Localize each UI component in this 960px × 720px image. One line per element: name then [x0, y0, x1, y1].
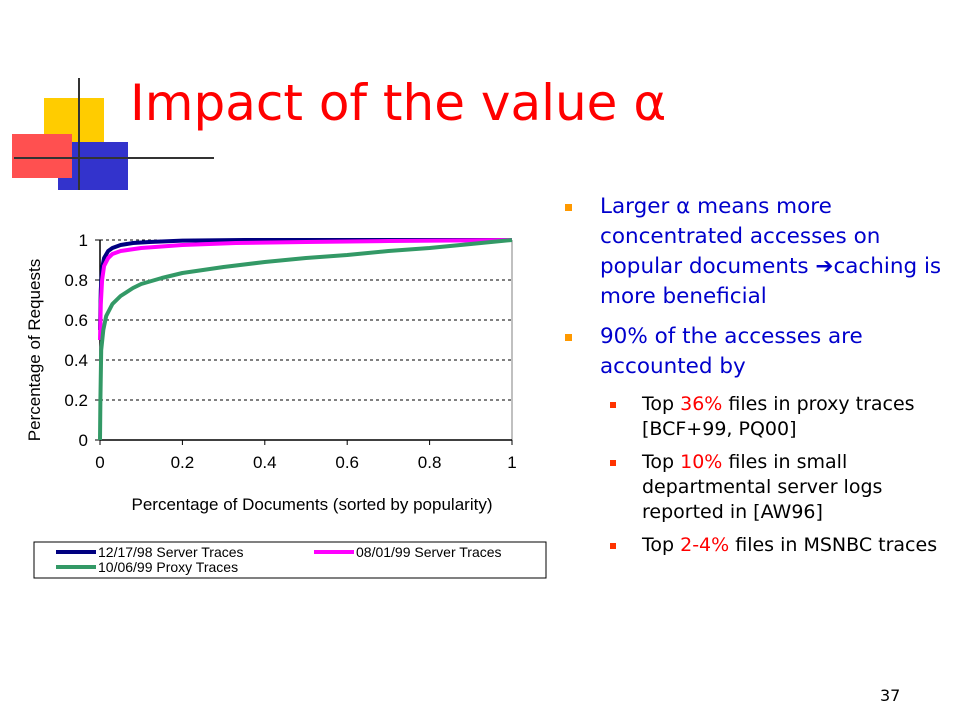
x-tick-label: 0: [95, 453, 104, 472]
sub-bullet-marker-icon: [610, 543, 616, 549]
slide-title: Impact of the value α: [130, 74, 667, 132]
bullet-text: caching is more beneficial: [600, 254, 942, 309]
sub-bullet-text: files in small departmental server logs …: [642, 451, 883, 523]
bullet-marker-icon: [565, 204, 572, 211]
sub-bullet-item: Top 2-4% files in MSNBC traces: [562, 533, 960, 558]
highlight-percent: 10%: [680, 451, 723, 473]
bullet-marker-icon: [565, 334, 572, 341]
slide-number: 37: [880, 686, 901, 705]
bullet-item: Larger α means more concentrated accesse…: [562, 192, 960, 312]
highlight-percent: 36%: [680, 393, 723, 415]
x-tick-label: 1: [507, 453, 516, 472]
series-line-1: [98, 238, 512, 331]
bullet-list: Larger α means more concentrated accesse…: [562, 192, 960, 566]
highlight-percent: 2-4%: [680, 534, 730, 556]
bullet-text: Larger α means more concentrated accesse…: [600, 194, 881, 279]
bullet-item: 90% of the accesses are accounted by: [562, 322, 960, 382]
y-tick-label: 0.6: [64, 311, 88, 330]
legend-label: 08/01/99 Server Traces: [356, 544, 502, 560]
legend-label: 10/06/99 Proxy Traces: [98, 559, 238, 575]
x-axis-title: Percentage of Documents (sorted by popul…: [132, 495, 493, 514]
bullet-text: 90% of the accesses are accounted by: [600, 324, 863, 379]
legend-box: [33, 541, 547, 579]
legend-label: 12/17/98 Server Traces: [98, 544, 244, 560]
y-tick-label: 0.2: [64, 391, 88, 410]
sub-bullet-text: files in MSNBC traces: [729, 534, 938, 556]
sub-bullet-marker-icon: [610, 402, 616, 408]
y-axis-title: Percentage of Requests: [25, 259, 44, 441]
decor-vertical-line: [78, 78, 80, 190]
y-tick-label: 0.8: [64, 271, 88, 290]
sub-bullet-marker-icon: [610, 460, 616, 466]
sub-bullet-text: Top: [642, 534, 681, 556]
sub-bullet-text: Top: [642, 451, 681, 473]
x-tick-label: 0.2: [171, 453, 195, 472]
decor-red-square: [12, 134, 72, 178]
x-tick-label: 0.4: [253, 453, 277, 472]
sub-bullet-item: Top 10% files in small departmental serv…: [562, 450, 960, 525]
x-tick-label: 0.8: [418, 453, 442, 472]
bullet-text: ➔: [815, 254, 834, 279]
series-line-3: [98, 238, 513, 441]
y-tick-label: 0.4: [64, 351, 88, 370]
sub-bullet-text: files in proxy traces [BCF+99, PQ00]: [642, 393, 915, 440]
decor-horizontal-line: [14, 157, 214, 159]
x-tick-label: 0.6: [335, 453, 359, 472]
y-tick-label: 0: [79, 431, 88, 450]
y-tick-label: 1: [79, 231, 88, 250]
sub-bullet-text: Top: [642, 393, 681, 415]
series-line-2: [98, 238, 513, 341]
sub-bullet-item: Top 36% files in proxy traces [BCF+99, P…: [562, 392, 960, 442]
